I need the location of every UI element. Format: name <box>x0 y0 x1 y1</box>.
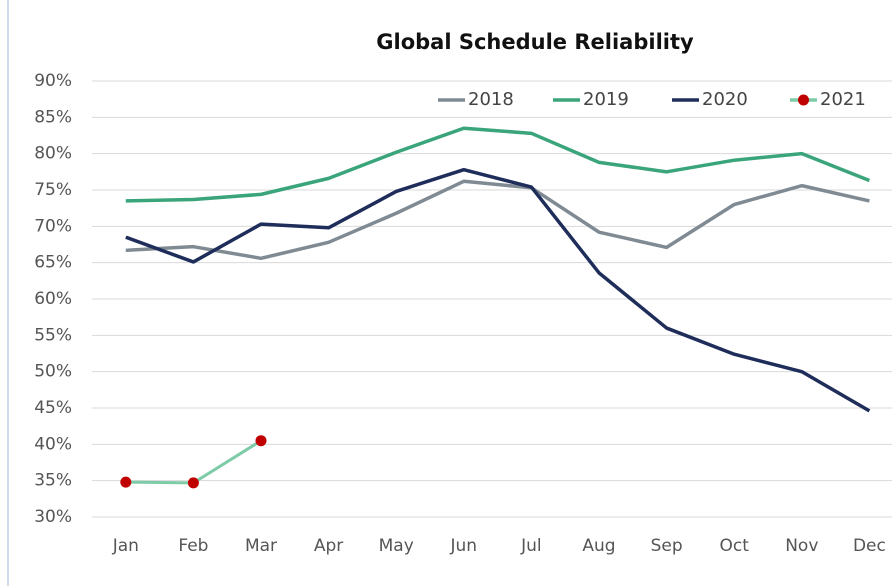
y-tick-label: 40% <box>34 434 72 454</box>
x-tick-label: Nov <box>785 536 818 556</box>
y-tick-label: 45% <box>34 398 72 418</box>
x-tick-label: Jun <box>450 536 478 556</box>
legend-label: 2018 <box>468 89 514 110</box>
y-tick-label: 35% <box>34 471 72 491</box>
data-point <box>255 435 267 447</box>
data-point <box>120 476 132 488</box>
y-tick-label: 90% <box>34 71 72 91</box>
x-tick-label: Jul <box>520 536 542 556</box>
x-tick-label: May <box>379 536 414 556</box>
legend-label: 2020 <box>702 89 748 110</box>
series-line <box>125 439 262 485</box>
legend-label: 2021 <box>820 89 866 110</box>
y-tick-label: 70% <box>34 216 72 236</box>
x-tick-label: Feb <box>178 536 208 556</box>
x-tick-label: Sep <box>651 536 683 556</box>
x-tick-label: Aug <box>582 536 615 556</box>
y-tick-label: 50% <box>34 362 72 382</box>
x-tick-label: Apr <box>314 536 343 556</box>
y-tick-label: 65% <box>34 253 72 273</box>
data-point <box>187 477 199 489</box>
legend-label: 2019 <box>583 89 629 110</box>
y-tick-label: 60% <box>34 289 72 309</box>
y-tick-label: 85% <box>34 107 72 127</box>
series-line <box>125 179 870 261</box>
y-tick-label: 30% <box>34 507 72 527</box>
x-tick-label: Dec <box>853 536 886 556</box>
legend-marker <box>798 94 809 106</box>
x-tick-label: Mar <box>245 536 277 556</box>
series-line <box>125 167 871 413</box>
x-tick-label: Oct <box>719 536 749 556</box>
chart-title: Global Schedule Reliability <box>376 30 694 54</box>
y-tick-label: 55% <box>34 325 72 345</box>
series-line <box>125 126 871 203</box>
y-tick-label: 80% <box>34 144 72 164</box>
y-tick-label: 75% <box>34 180 72 200</box>
x-tick-label: Jan <box>112 536 139 556</box>
